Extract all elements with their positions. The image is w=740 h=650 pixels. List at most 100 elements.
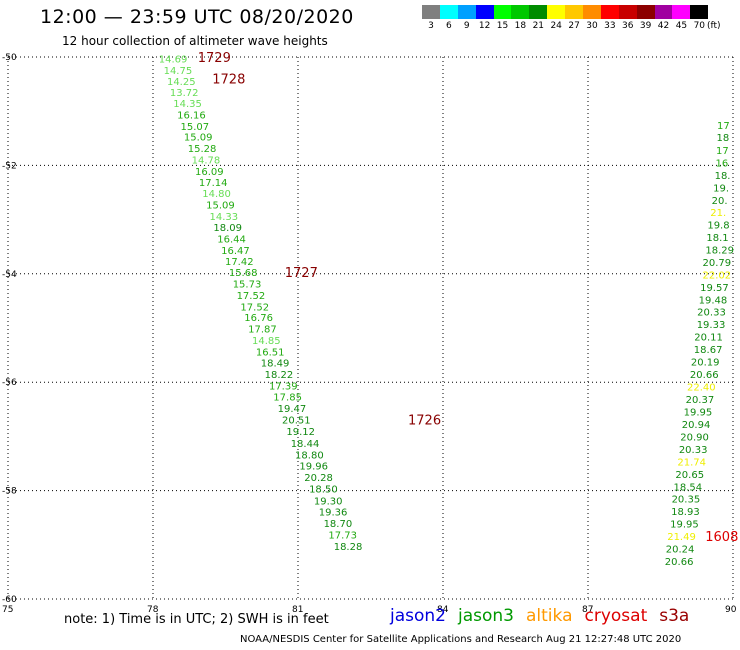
data-point: 18.49 — [261, 359, 290, 370]
data-point: 15.28 — [188, 144, 217, 155]
scale-bin: 30 — [583, 5, 601, 31]
data-point: 18.93 — [671, 507, 700, 518]
data-point: 20.90 — [680, 432, 709, 443]
scale-swatch — [493, 5, 512, 19]
scale-swatch — [600, 5, 619, 19]
x-tick-label: 75 — [2, 605, 13, 615]
data-point: 22.40 — [687, 383, 716, 394]
data-point: 20.51 — [282, 416, 311, 427]
color-scale-legend: 3 6 9 12 15 18 21 24 27 30 33 36 39 42 45 70 — [422, 5, 709, 31]
data-point: 18 — [717, 133, 730, 144]
scale-bin: 24 — [547, 5, 566, 31]
data-point: 21.74 — [677, 457, 706, 468]
color-scale-unit: (ft) — [707, 21, 721, 31]
scale-swatch — [511, 5, 530, 19]
scale-label: 15 — [496, 21, 509, 31]
scale-swatch — [475, 5, 494, 19]
data-point: 17.42 — [225, 257, 254, 268]
data-point: 17.85 — [273, 392, 302, 403]
data-point: 17.52 — [237, 291, 266, 302]
grid-lines — [7, 56, 734, 600]
data-point: 18.70 — [324, 519, 353, 530]
data-point: 18.50 — [309, 484, 338, 495]
data-point: 20.94 — [682, 420, 711, 431]
scale-swatch — [672, 5, 691, 19]
scale-bin: 3 — [422, 5, 440, 31]
satellite-jason3: jason3 — [458, 606, 514, 626]
x-tick-label: 87 — [582, 605, 593, 615]
data-point: 19.36 — [319, 508, 348, 519]
scale-bin: 9 — [457, 5, 476, 31]
data-point: 19.12 — [286, 427, 315, 438]
scale-bin: 33 — [600, 5, 619, 31]
pass-label: 1727 — [285, 266, 318, 281]
data-point: 15.09 — [206, 200, 235, 211]
data-point: 13.72 — [170, 88, 199, 99]
data-point: 18.67 — [694, 345, 723, 356]
data-point: 19.33 — [697, 320, 726, 331]
data-point: 17.87 — [248, 325, 277, 336]
data-point: 21.49 — [667, 532, 696, 543]
footer-note: note: 1) Time is in UTC; 2) SWH is in fe… — [64, 612, 329, 627]
data-point: 20.33 — [679, 445, 708, 456]
data-point: 19.95 — [670, 520, 699, 531]
data-point: 15.68 — [229, 268, 258, 279]
footer-credit: NOAA/NESDIS Center for Satellite Applica… — [240, 634, 682, 645]
scale-label: 6 — [445, 21, 452, 31]
y-tick-label: -56 — [2, 378, 17, 388]
pass-label: 1729 — [198, 51, 231, 66]
scale-label: 27 — [568, 21, 580, 31]
x-tick-label: 81 — [292, 605, 303, 615]
data-point: 19.8 — [707, 220, 729, 231]
scale-label: 9 — [463, 21, 470, 31]
data-point: 18.80 — [295, 450, 324, 461]
data-point: 16.09 — [195, 167, 224, 178]
data-point: 20. — [712, 196, 728, 207]
scale-bin: 36 — [618, 5, 637, 31]
y-tick-label: -58 — [2, 487, 17, 497]
data-point: 20.19 — [691, 358, 720, 369]
data-point: 20.66 — [665, 557, 694, 568]
scale-label: 24 — [550, 21, 562, 31]
data-point: 18.54 — [674, 482, 703, 493]
data-point: 20.65 — [675, 470, 704, 481]
x-tick-label: 78 — [147, 605, 159, 615]
data-point: 19.57 — [700, 283, 729, 294]
data-point: 19.30 — [314, 496, 343, 507]
x-tick-label: 84 — [437, 605, 449, 615]
data-point: 16.44 — [217, 235, 246, 246]
pass-label: 1728 — [212, 73, 245, 88]
data-point: 20.66 — [690, 370, 719, 381]
scale-bin: 27 — [565, 5, 584, 31]
data-point: 18.09 — [213, 223, 242, 234]
scale-label: 33 — [604, 21, 616, 31]
scale-bin: 45 — [672, 5, 691, 31]
scale-swatch — [529, 5, 548, 19]
satellite-altika: altika — [526, 606, 573, 626]
data-point: 17.14 — [199, 178, 228, 189]
data-point: 16 — [716, 159, 729, 170]
scale-label: 36 — [622, 21, 634, 31]
scale-bin: 15 — [493, 5, 512, 31]
data-point: 14.80 — [202, 189, 231, 200]
scale-swatch — [457, 5, 476, 19]
scale-swatch — [565, 5, 584, 19]
data-point: 18.44 — [291, 439, 320, 450]
scale-label: 21 — [532, 21, 545, 31]
scale-label: 45 — [675, 21, 688, 31]
data-point: 16.51 — [256, 347, 285, 358]
data-point: 14.25 — [167, 77, 196, 88]
scale-bin: 12 — [475, 5, 494, 31]
pass-label: 1726 — [408, 414, 441, 429]
data-point: 14.69 — [159, 55, 188, 66]
scale-bin: 6 — [439, 5, 458, 31]
chart-title: 12:00 — 23:59 UTC 08/20/2020 — [40, 6, 354, 28]
scale-label: 42 — [657, 21, 670, 31]
scale-label: 70 — [693, 21, 706, 31]
data-point: 18.1 — [706, 233, 728, 244]
scale-swatch — [422, 5, 440, 19]
data-point: 17 — [717, 121, 730, 132]
data-point: 19.48 — [699, 295, 728, 306]
data-point: 19.47 — [278, 404, 307, 415]
scale-bin: 42 — [654, 5, 673, 31]
